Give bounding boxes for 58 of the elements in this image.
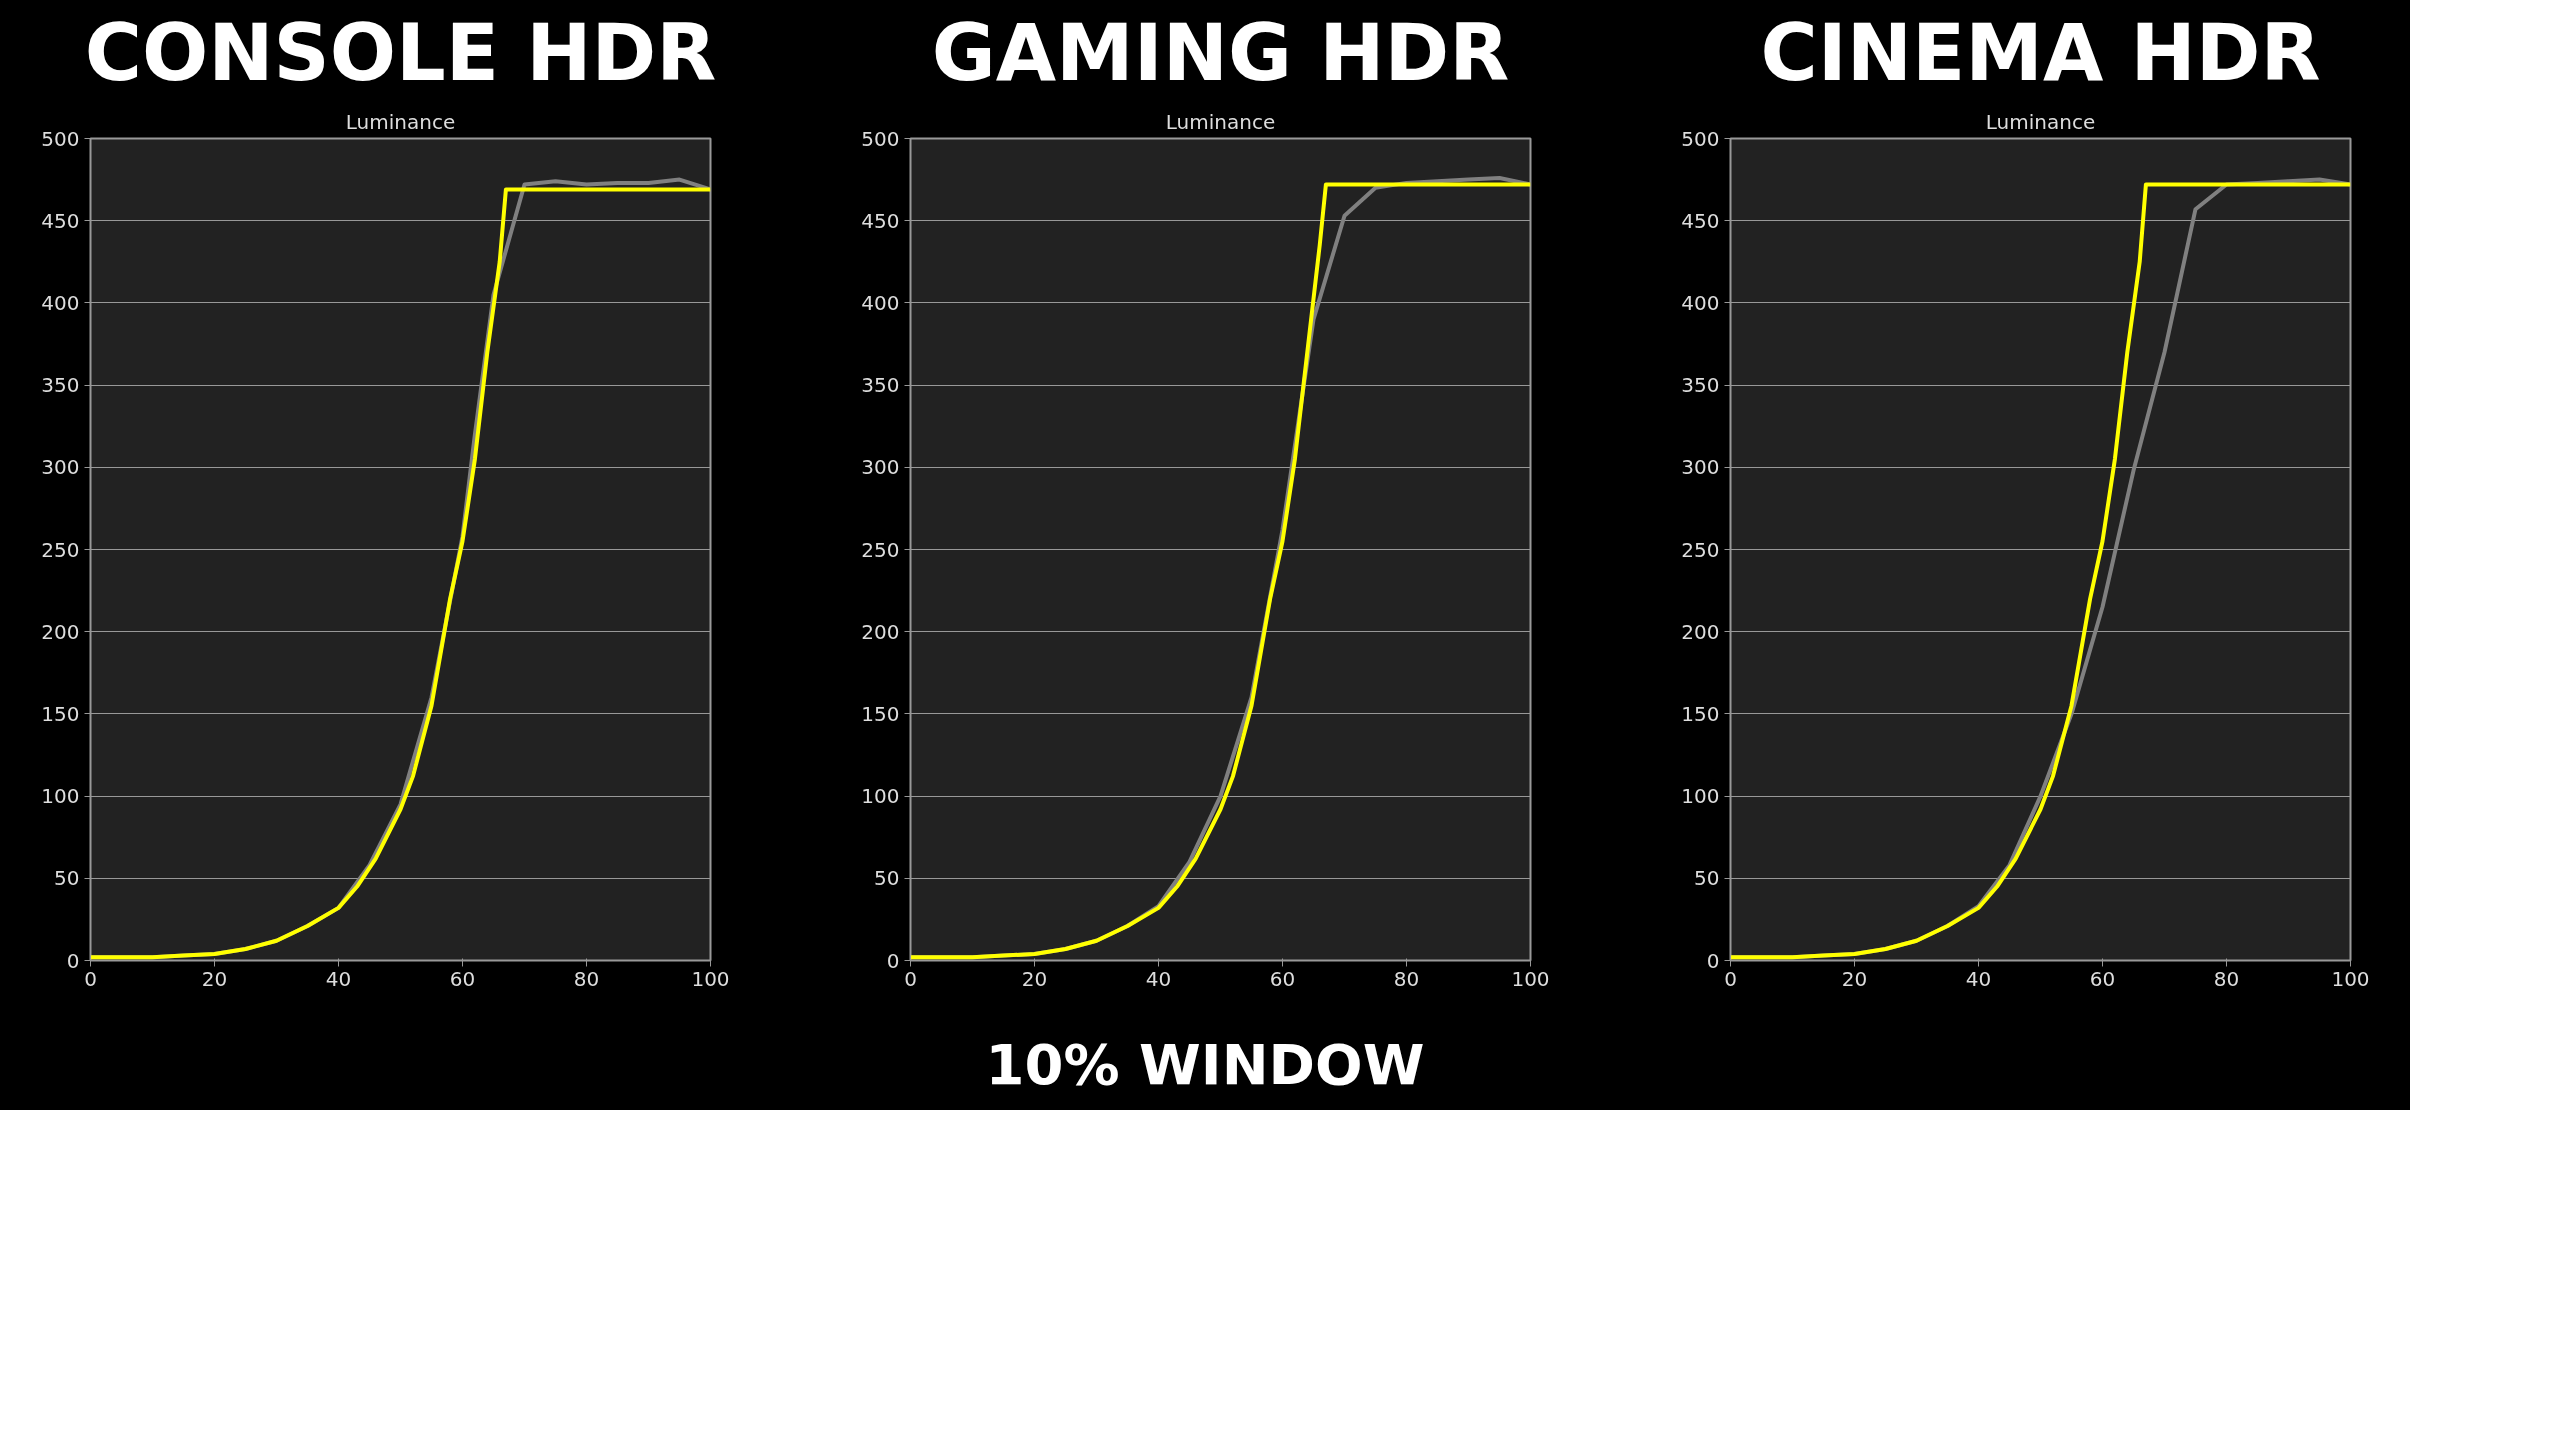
chart-title: GAMING HDR [931, 7, 1510, 98]
y-tick-label: 300 [1681, 455, 1720, 480]
x-tick-label: 0 [904, 966, 917, 991]
y-tick-label: 150 [41, 701, 80, 726]
y-tick-label: 500 [1681, 126, 1720, 151]
chart-title: CINEMA HDR [1760, 7, 2321, 98]
y-tick-label: 50 [874, 866, 900, 891]
x-tick-label: 100 [691, 966, 730, 991]
x-tick-label: 80 [573, 966, 600, 991]
y-tick-label: 100 [41, 784, 80, 809]
y-tick-label: 300 [41, 455, 80, 480]
y-tick-label: 200 [41, 619, 80, 644]
y-tick-label: 150 [861, 701, 900, 726]
y-tick-label: 450 [861, 208, 900, 233]
y-tick-label: 300 [861, 455, 900, 480]
y-tick-label: 500 [861, 126, 900, 151]
y-tick-label: 500 [41, 126, 80, 151]
x-tick-label: 60 [2089, 966, 2116, 991]
y-tick-label: 450 [1681, 208, 1720, 233]
x-tick-label: 80 [2213, 966, 2240, 991]
x-tick-label: 20 [1021, 966, 1048, 991]
y-tick-label: 50 [54, 866, 80, 891]
y-tick-label: 350 [1681, 373, 1720, 398]
x-tick-label: 40 [1145, 966, 1172, 991]
y-tick-label: 350 [41, 373, 80, 398]
y-tick-label: 200 [1681, 619, 1720, 644]
y-tick-label: 250 [861, 537, 900, 562]
x-tick-label: 40 [1965, 966, 1992, 991]
y-tick-label: 400 [861, 290, 900, 315]
x-tick-label: 60 [449, 966, 476, 991]
x-tick-label: 0 [1724, 966, 1737, 991]
x-tick-label: 20 [1841, 966, 1868, 991]
y-tick-label: 250 [1681, 537, 1720, 562]
y-tick-label: 350 [861, 373, 900, 398]
y-tick-label: 100 [1681, 784, 1720, 809]
y-tick-label: 50 [1694, 866, 1720, 891]
x-tick-label: 0 [84, 966, 97, 991]
x-tick-label: 40 [325, 966, 352, 991]
y-tick-label: 0 [66, 948, 80, 973]
y-tick-label: 400 [1681, 290, 1720, 315]
x-tick-label: 60 [1269, 966, 1296, 991]
x-tick-label: 20 [201, 966, 228, 991]
x-tick-label: 100 [1511, 966, 1550, 991]
y-tick-label: 150 [1681, 701, 1720, 726]
x-tick-label: 100 [2331, 966, 2370, 991]
y-tick-label: 450 [41, 208, 80, 233]
y-tick-label: 0 [1706, 948, 1720, 973]
y-tick-label: 0 [886, 948, 900, 973]
x-tick-label: 80 [1393, 966, 1420, 991]
y-tick-label: 400 [41, 290, 80, 315]
chart-subtitle: Luminance [1985, 109, 2096, 134]
chart-subtitle: Luminance [1165, 109, 1276, 134]
chart-title: CONSOLE HDR [84, 7, 717, 98]
y-tick-label: 200 [861, 619, 900, 644]
y-tick-label: 100 [861, 784, 900, 809]
y-tick-label: 250 [41, 537, 80, 562]
chart-subtitle: Luminance [345, 109, 456, 134]
text: 10% WINDOW [985, 1031, 1425, 1099]
